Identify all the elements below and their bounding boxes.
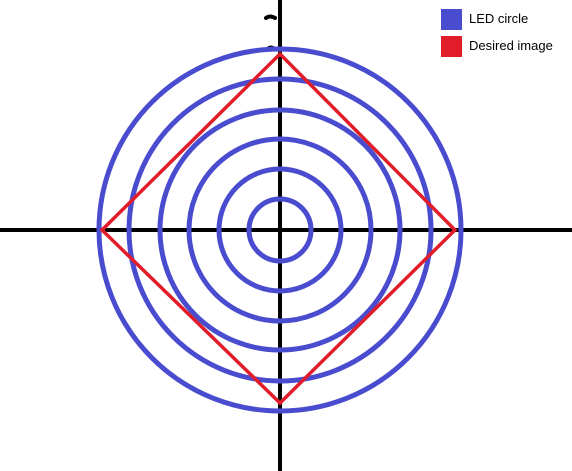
- led-circle-5: [126, 76, 434, 384]
- legend-label-led-circle: LED circle: [469, 11, 529, 26]
- led-circle-6: [96, 46, 464, 414]
- led-circle-1: [246, 196, 314, 264]
- desired-image-diamond: [99, 51, 458, 406]
- legend: LED circle Desired image: [441, 8, 569, 62]
- led-circles-group: [96, 46, 464, 414]
- legend-item-desired-image: Desired image: [441, 35, 569, 57]
- led-circle-2: [216, 166, 344, 294]
- desired-image-swatch: [441, 35, 462, 57]
- led-circle-4: [157, 107, 403, 353]
- led-circle-3: [186, 136, 374, 324]
- legend-item-led-circle: LED circle: [441, 8, 569, 30]
- legend-label-desired-image: Desired image: [469, 38, 553, 53]
- led-circle-swatch: [441, 8, 462, 30]
- axis-tick-mark: [264, 14, 277, 20]
